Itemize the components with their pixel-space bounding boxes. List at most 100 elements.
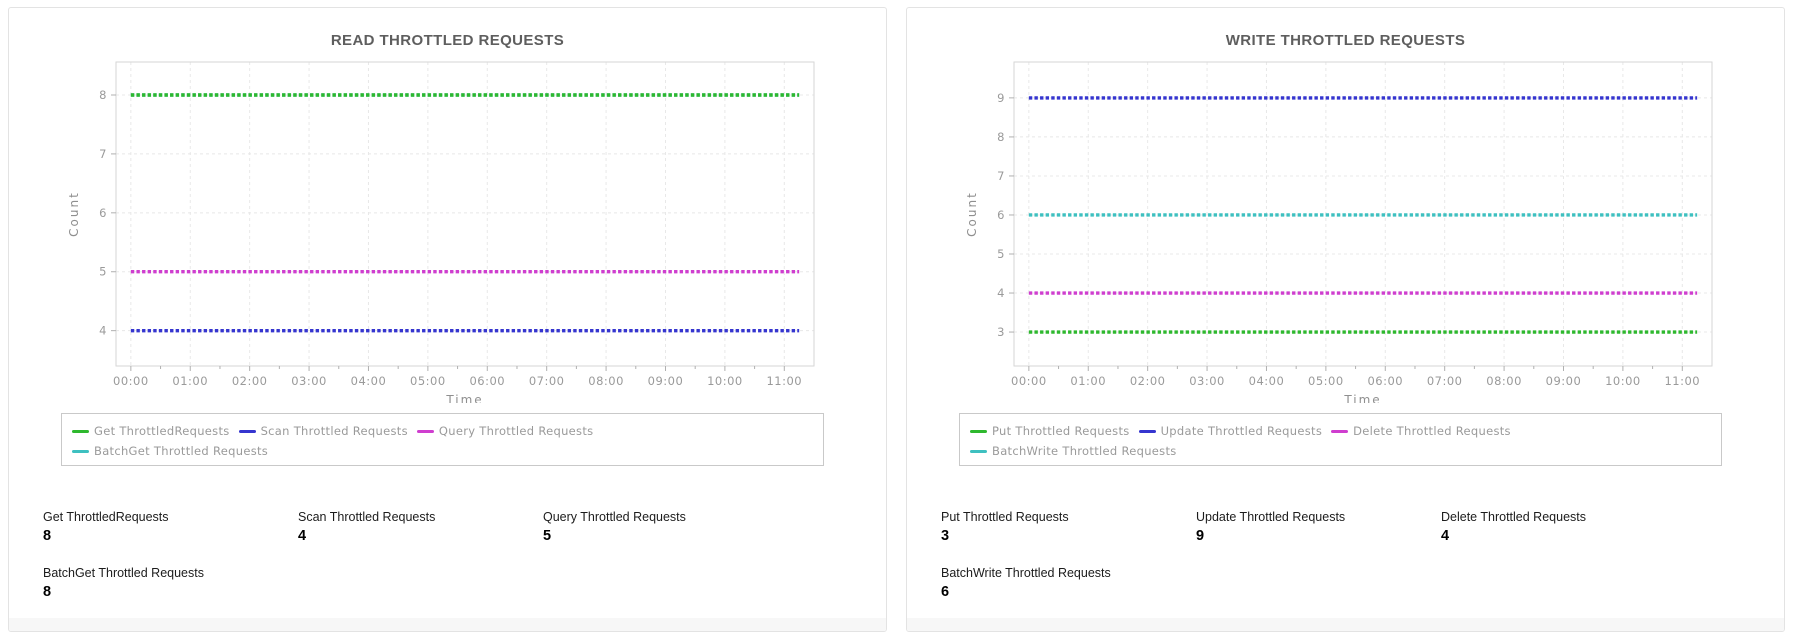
- x-tick-label: 09:00: [648, 374, 684, 388]
- chart-title: WRITE THROTTLED REQUESTS: [1225, 32, 1466, 49]
- y-tick-label: 6: [99, 206, 107, 220]
- y-tick-label: 4: [997, 286, 1005, 300]
- x-tick-label: 11:00: [1664, 374, 1700, 388]
- x-tick-label: 06:00: [469, 374, 505, 388]
- stat-value: 5: [543, 528, 552, 544]
- stat-label: Query Throttled Requests: [543, 510, 686, 524]
- x-tick-label: 10:00: [1605, 374, 1641, 388]
- x-tick-label: 01:00: [172, 374, 208, 388]
- stat-value: 4: [298, 528, 307, 544]
- y-tick-label: 5: [99, 265, 107, 279]
- stats-grid: Get ThrottledRequests 8 Scan Throttled Req…: [9, 510, 886, 600]
- plot-border: [115, 61, 815, 367]
- stat-item-query-throttled-requests: Query Throttled Requests 5: [543, 510, 886, 544]
- y-tick-label: 8: [99, 88, 107, 102]
- stat-item-delete-throttled-requests: Delete Throttled Requests 4: [1441, 510, 1784, 544]
- x-tick-label: 09:00: [1546, 374, 1582, 388]
- legend-row: BatchWrite Throttled Requests: [970, 444, 1711, 458]
- x-tick-label: 04:00: [351, 374, 387, 388]
- write-throttled-requests-panel: WRITE THROTTLED REQUESTS 3 4 5 6 7 8 9 00:00 01:…: [906, 7, 1785, 632]
- y-tick-label: 8: [997, 130, 1005, 144]
- legend-item-batchget-throttled-requests: BatchGet Throttled Requests: [72, 444, 268, 458]
- y-tick-label: 7: [99, 147, 107, 161]
- stat-value: 8: [43, 528, 52, 544]
- x-tick-label: 04:00: [1249, 374, 1285, 388]
- panel-footer: [9, 618, 886, 631]
- chart-area: 3 4 5 6 7 8 9 00:00 01:00 02:00 03:00 04:00 05:00 06:…: [917, 55, 1774, 403]
- x-tick-label: 00:00: [1011, 374, 1047, 388]
- stat-item-batchwrite-throttled-requests: BatchWrite Throttled Requests 6: [941, 566, 1196, 600]
- chart-legend: Put Throttled Requests Update Throttled R…: [959, 413, 1722, 466]
- x-tick-label: 00:00: [113, 374, 149, 388]
- x-tick-label: 07:00: [1427, 374, 1463, 388]
- legend-label: Put Throttled Requests: [992, 424, 1130, 438]
- legend-swatch: [970, 449, 987, 453]
- legend-swatch: [1138, 429, 1156, 433]
- x-tick-label: 03:00: [291, 374, 327, 388]
- stat-label: Update Throttled Requests: [1196, 510, 1346, 524]
- stat-item-batchget-throttled-requests: BatchGet Throttled Requests 8: [43, 566, 298, 600]
- x-tick-label: 10:00: [707, 374, 743, 388]
- legend-swatch: [72, 449, 89, 453]
- x-tick-label: 02:00: [232, 374, 268, 388]
- stats-grid: Put Throttled Requests 3 Update Throttled …: [907, 510, 1784, 600]
- y-tick-label: 7: [997, 169, 1005, 183]
- legend-swatch: [238, 429, 256, 433]
- x-axis: 00:00 01:00 02:00 03:00 04:00 05:00 06:00 07:00…: [1011, 366, 1700, 388]
- legend-item-scan-throttled-requests: Scan Throttled Requests: [238, 424, 408, 438]
- legend-item-get-throttledrequests: Get ThrottledRequests: [72, 424, 230, 438]
- legend-row: Get ThrottledRequests Scan Throttled Requ…: [72, 424, 813, 438]
- y-axis-label: Count: [965, 191, 979, 237]
- legend-item-query-throttled-requests: Query Throttled Requests: [416, 424, 594, 438]
- x-axis-label: Time: [1343, 393, 1381, 403]
- stat-item-get-throttledrequests: Get ThrottledRequests 8: [43, 510, 298, 544]
- plot-border: [1013, 61, 1713, 367]
- legend-swatch: [72, 429, 89, 433]
- y-axis: 4 5 6 7 8: [99, 88, 116, 338]
- y-axis: 3 4 5 6 7 8 9: [997, 91, 1014, 339]
- x-tick-label: 11:00: [766, 374, 802, 388]
- stat-value: 4: [1441, 528, 1450, 544]
- y-tick-label: 5: [997, 247, 1005, 261]
- legend-item-update-throttled-requests: Update Throttled Requests: [1138, 424, 1323, 438]
- x-tick-label: 07:00: [529, 374, 565, 388]
- legend-swatch: [970, 429, 987, 433]
- legend-label: Update Throttled Requests: [1160, 424, 1323, 438]
- stat-label: Put Throttled Requests: [941, 510, 1069, 524]
- x-tick-label: 08:00: [588, 374, 624, 388]
- legend-label: BatchWrite Throttled Requests: [992, 444, 1177, 458]
- x-tick-label: 02:00: [1130, 374, 1166, 388]
- chart-canvas: 3 4 5 6 7 8 9 00:00 01:00 02:00 03:00 04:00 05:00 06:…: [965, 61, 1713, 403]
- stat-value: 8: [43, 584, 52, 600]
- chart-title: READ THROTTLED REQUESTS: [330, 32, 565, 49]
- legend-item-batchwrite-throttled-requests: BatchWrite Throttled Requests: [970, 444, 1177, 458]
- read-throttled-requests-panel: READ THROTTLED REQUESTS 4 5 6 7 8 00:00 01:00 0…: [8, 7, 887, 632]
- y-tick-label: 4: [99, 324, 107, 338]
- stat-label: Delete Throttled Requests: [1441, 510, 1586, 524]
- stat-item-put-throttled-requests: Put Throttled Requests 3: [941, 510, 1196, 544]
- x-axis-label: Time: [445, 393, 483, 403]
- x-tick-label: 01:00: [1070, 374, 1106, 388]
- x-tick-label: 06:00: [1367, 374, 1403, 388]
- legend-label: Get ThrottledRequests: [94, 424, 230, 438]
- stat-label: Scan Throttled Requests: [298, 510, 436, 524]
- legend-label: Query Throttled Requests: [438, 424, 594, 438]
- stat-label: Get ThrottledRequests: [43, 510, 169, 524]
- legend-swatch: [1331, 429, 1349, 433]
- x-tick-label: 03:00: [1189, 374, 1225, 388]
- stat-label: BatchGet Throttled Requests: [43, 566, 204, 580]
- y-tick-label: 9: [997, 91, 1005, 105]
- stat-value: 6: [941, 584, 950, 600]
- x-tick-label: 08:00: [1486, 374, 1522, 388]
- legend-label: Scan Throttled Requests: [260, 424, 408, 438]
- stat-item-scan-throttled-requests: Scan Throttled Requests 4: [298, 510, 543, 544]
- legend-label: BatchGet Throttled Requests: [94, 444, 269, 458]
- y-tick-label: 6: [997, 208, 1005, 222]
- panel-footer: [907, 618, 1784, 631]
- chart-legend: Get ThrottledRequests Scan Throttled Requ…: [61, 413, 824, 466]
- legend-row: BatchGet Throttled Requests: [72, 444, 813, 458]
- grid-lines: [116, 62, 814, 366]
- x-tick-label: 05:00: [1308, 374, 1344, 388]
- y-tick-label: 3: [997, 325, 1005, 339]
- chart-area: 4 5 6 7 8 00:00 01:00 02:00 03:00 04:00 05:00 06:00…: [19, 55, 876, 403]
